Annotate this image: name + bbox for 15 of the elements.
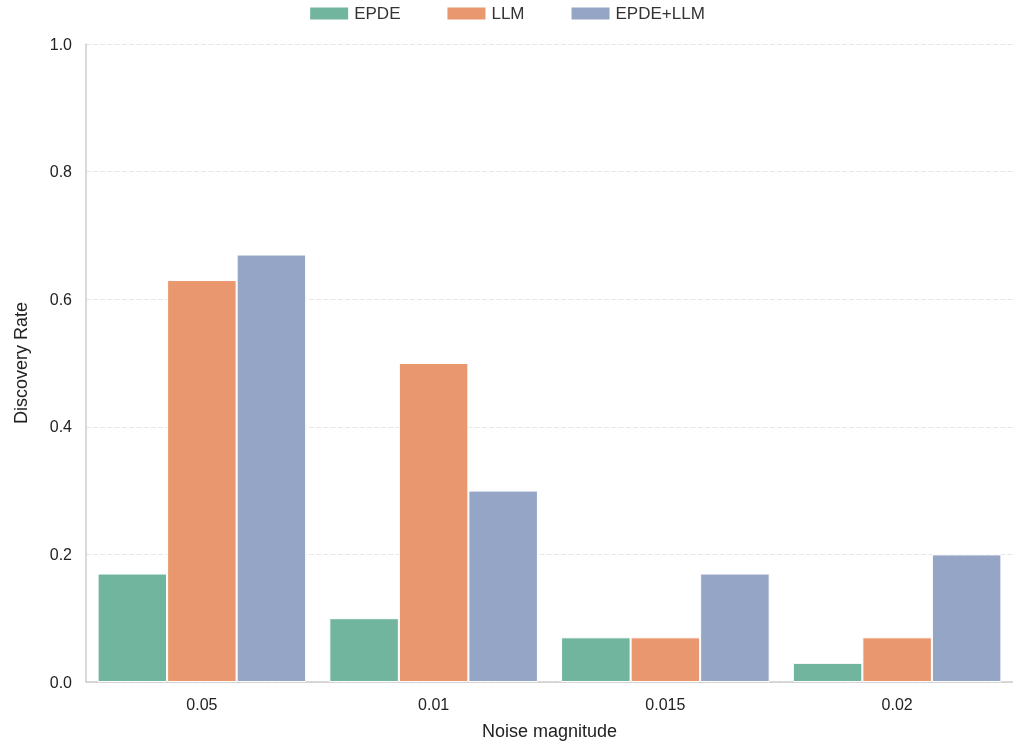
y-tick-label: 0.6 (49, 290, 73, 308)
y-tick-label: 0.0 (49, 673, 73, 691)
x-tick-label: 0.01 (418, 695, 450, 713)
legend-label: LLM (491, 4, 525, 23)
y-axis-title: Discovery Rate (11, 301, 31, 425)
y-tick-label: 0.2 (49, 545, 73, 563)
x-axis-title: Noise magnitude (481, 721, 618, 741)
y-tick-label: 0.8 (49, 163, 73, 181)
x-tick-label: 0.015 (645, 695, 686, 713)
x-tick-label: 0.02 (881, 695, 913, 713)
x-tick-label: 0.05 (186, 695, 218, 713)
y-tick-label: 1.0 (49, 35, 73, 53)
legend-label: EPDE+LLM (615, 4, 705, 23)
legend-label: EPDE (354, 4, 401, 23)
y-tick-label: 0.4 (49, 418, 73, 436)
